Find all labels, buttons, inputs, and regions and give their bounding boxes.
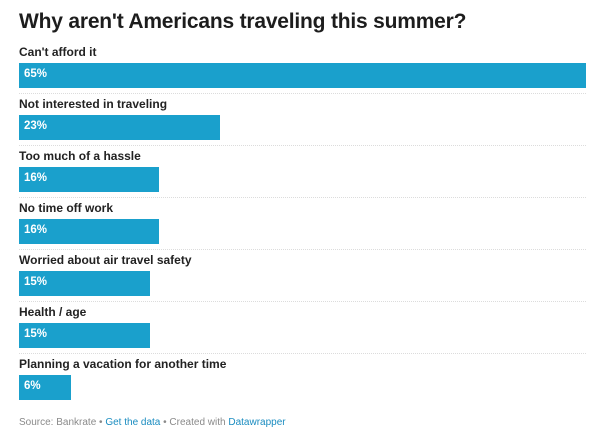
bar-value: 6% — [24, 380, 41, 392]
bar-value: 15% — [24, 276, 48, 288]
bar-label: Can't afford it — [19, 45, 97, 59]
bar: 16% — [19, 219, 159, 244]
separator: • — [96, 417, 106, 428]
chart-title: Why aren't Americans traveling this summ… — [19, 10, 467, 33]
bar-label: Worried about air travel safety — [19, 253, 192, 267]
bar-value: 16% — [24, 224, 48, 236]
bar: 65% — [19, 63, 586, 88]
bar-label: Planning a vacation for another time — [19, 357, 227, 371]
source-text: Source: Bankrate — [19, 417, 97, 428]
bar: 15% — [19, 323, 150, 348]
bar-label: No time off work — [19, 201, 114, 215]
datawrapper-link[interactable]: Datawrapper — [228, 417, 286, 428]
bar-value: 15% — [24, 328, 48, 340]
bar: 15% — [19, 271, 150, 296]
bar-value: 16% — [24, 172, 48, 184]
bar-row: Too much of a hassle 16% — [19, 146, 586, 198]
bar-label: Health / age — [19, 305, 87, 319]
bar-row: Health / age 15% — [19, 302, 586, 354]
bar: 16% — [19, 167, 159, 192]
bar: 6% — [19, 375, 72, 400]
bar-row: Worried about air travel safety 15% — [19, 250, 586, 302]
bar-row: Planning a vacation for another time 6% — [19, 354, 586, 406]
bar-row: Not interested in traveling 23% — [19, 94, 586, 146]
bar-label: Not interested in traveling — [19, 97, 168, 111]
created-with-text: • Created with — [160, 417, 229, 428]
bar-chart: Can't afford it 65% Not interested in tr… — [19, 42, 586, 406]
bar-row: Can't afford it 65% — [19, 42, 586, 94]
bar-value: 23% — [24, 120, 48, 132]
bar: 23% — [19, 115, 220, 140]
get-data-link[interactable]: Get the data — [105, 417, 161, 428]
bar-row: No time off work 16% — [19, 198, 586, 250]
bar-label: Too much of a hassle — [19, 149, 141, 163]
footer: Source: Bankrate • Get the data • Create… — [19, 417, 286, 428]
bar-value: 65% — [24, 68, 48, 80]
